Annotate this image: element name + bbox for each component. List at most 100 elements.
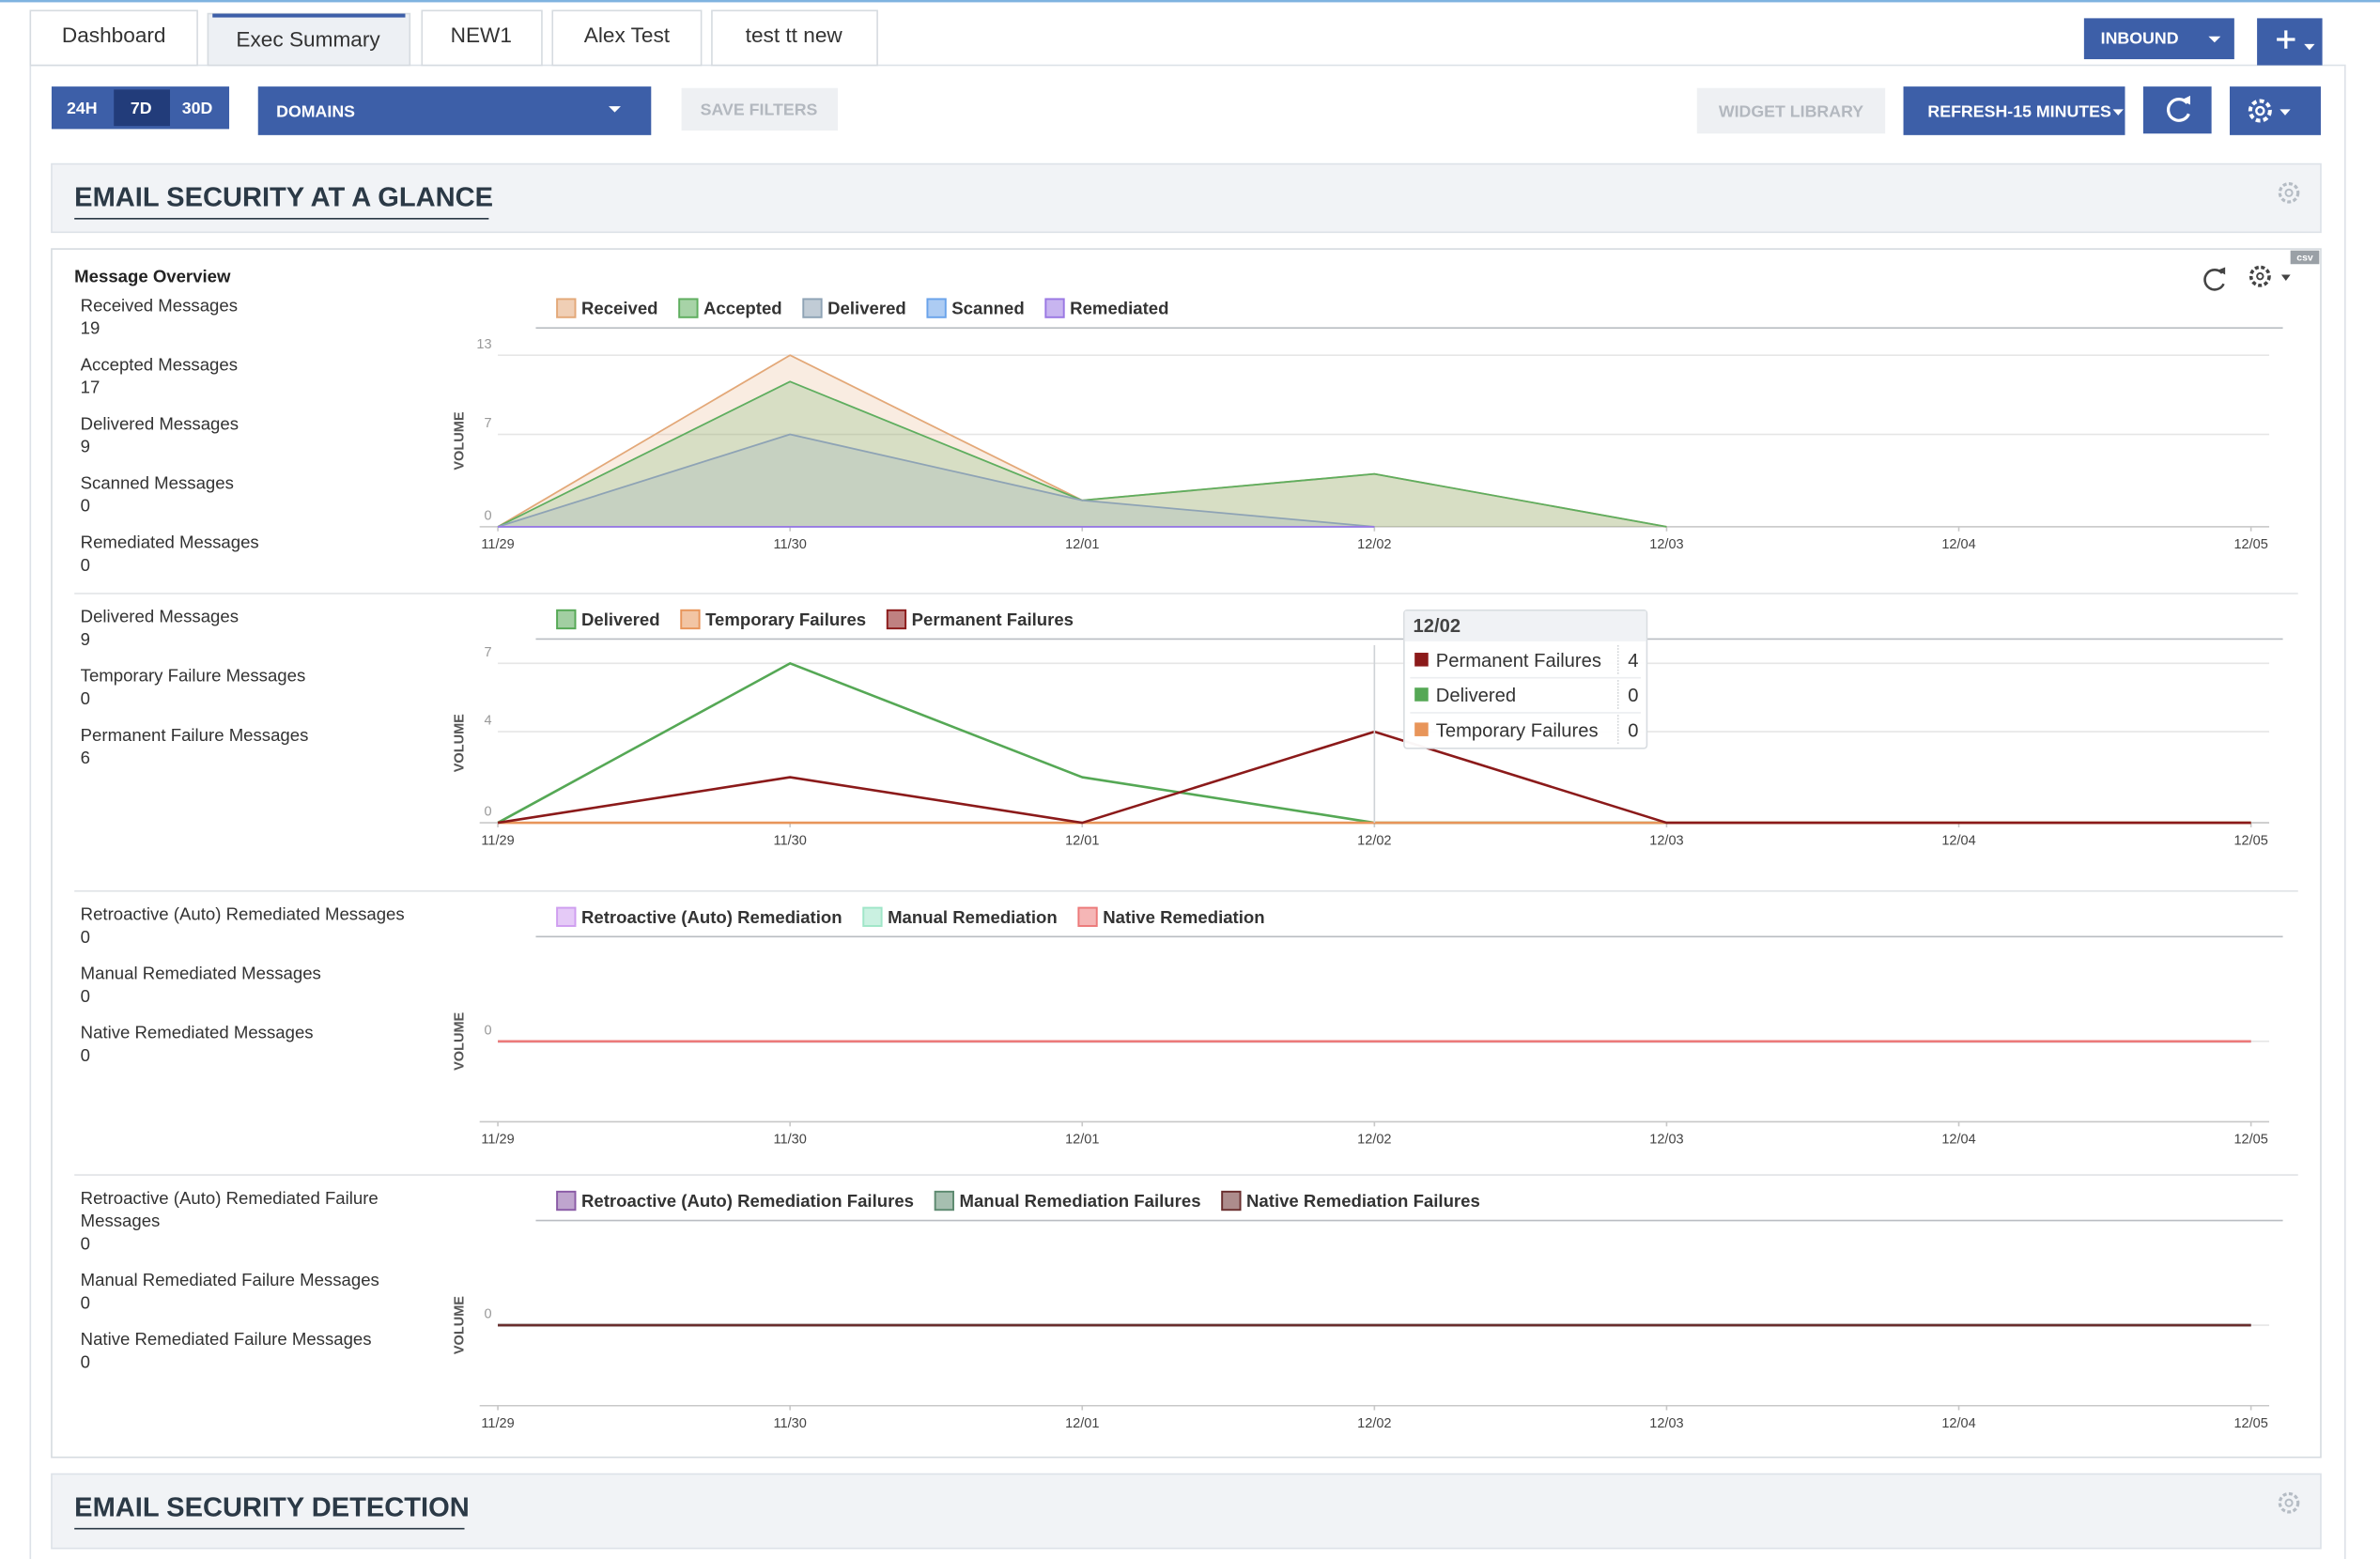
x-tick-label: 11/29 xyxy=(481,833,514,848)
stat-item: Manual Remediated Failure Messages 0 xyxy=(81,1271,445,1316)
stats-list: Retroactive (Auto) Remediated Messages 0 M… xyxy=(81,904,445,1069)
tab-label[interactable]: NEW1 xyxy=(451,23,512,47)
x-tick-label: 12/04 xyxy=(1941,1416,1975,1431)
domains-dropdown[interactable] xyxy=(257,86,652,135)
caret xyxy=(2208,36,2221,43)
section-header xyxy=(51,162,2322,234)
stat-item: Temporary Failure Messages 0 xyxy=(81,667,445,712)
legend-label: Delivered xyxy=(827,299,906,318)
legend-swatch xyxy=(680,609,701,630)
legend-label: Remediated xyxy=(1070,299,1168,318)
legend-swatch xyxy=(556,609,577,630)
stat-item: Manual Remediated Messages 0 xyxy=(81,964,445,1009)
tooltip-swatch xyxy=(1414,687,1429,702)
tab[interactable] xyxy=(711,9,878,67)
stat-item: Permanent Failure Messages 6 xyxy=(81,726,445,771)
caret xyxy=(609,106,621,113)
top-strip xyxy=(0,0,2380,3)
stat-label: Permanent Failure Messages xyxy=(80,727,309,746)
legend-swatch xyxy=(556,298,577,318)
domains-label[interactable]: DOMAINS xyxy=(276,101,355,120)
x-tick-label: 11/30 xyxy=(774,1133,807,1148)
tab-label[interactable]: Alex Test xyxy=(584,23,671,47)
legend-swatch xyxy=(926,298,947,318)
tooltip-title: 12/02 xyxy=(1414,616,1461,637)
tooltip-value: 4 xyxy=(1628,651,1638,671)
refresh-interval-button[interactable] xyxy=(1903,86,2125,135)
legend-swatch xyxy=(1077,906,1098,927)
section-title: EMAIL SECURITY AT A GLANCE xyxy=(74,182,493,212)
widget-refresh[interactable] xyxy=(2203,269,2225,291)
range-button[interactable]: 30D xyxy=(182,99,213,117)
y-axis-label: VOLUME xyxy=(453,714,468,772)
gear-icon xyxy=(2248,99,2272,123)
inbound-label[interactable]: INBOUND xyxy=(2101,29,2179,48)
y-tick-label: 0 xyxy=(485,508,492,523)
legend-swatch xyxy=(1221,1190,1242,1212)
gear-hub xyxy=(2284,188,2294,197)
inbound-button[interactable] xyxy=(2083,18,2234,60)
save-filters-label[interactable]: SAVE FILTERS xyxy=(701,100,818,119)
widget-gear[interactable] xyxy=(2249,265,2271,287)
tab[interactable] xyxy=(551,9,703,67)
y-axis-label: VOLUME xyxy=(453,1011,468,1070)
refresh-interval-label[interactable]: REFRESH-15 MINUTES xyxy=(1927,101,2111,120)
tooltip-header xyxy=(1404,610,1646,641)
legend-label: Scanned xyxy=(951,299,1024,318)
csv-label[interactable]: csv xyxy=(2296,253,2313,264)
stat-value: 0 xyxy=(80,929,91,948)
add-button[interactable] xyxy=(2257,18,2323,66)
tooltip-series: Delivered xyxy=(1436,686,1516,706)
legend-label: Native Remediation xyxy=(1103,907,1264,927)
stat-label: Delivered Messages xyxy=(80,415,240,435)
y-tick-label: 4 xyxy=(485,714,492,729)
tab-active[interactable] xyxy=(207,12,411,67)
range-button[interactable]: 7D xyxy=(131,99,152,117)
refresh-button[interactable] xyxy=(2142,86,2212,134)
tab-label[interactable]: Exec Summary xyxy=(236,28,380,52)
x-tick-label: 12/01 xyxy=(1065,1416,1099,1431)
stats-list: Retroactive (Auto) Remediated Failure Me… xyxy=(81,1189,445,1376)
stat-item: Remediated Messages 0 xyxy=(81,533,445,577)
x-tick-label: 12/01 xyxy=(1065,1133,1099,1148)
stat-label: Temporary Failure Messages xyxy=(80,668,306,687)
widget-library-button[interactable] xyxy=(1696,87,1886,134)
tooltip-swatch xyxy=(1414,653,1429,667)
legend-swatch xyxy=(802,298,823,318)
tooltip-value: 0 xyxy=(1628,720,1638,741)
section-header xyxy=(51,1473,2322,1550)
tab-label[interactable]: Dashboard xyxy=(62,23,166,47)
refresh-arrow xyxy=(2218,267,2226,275)
legend-label: Permanent Failures xyxy=(912,610,1074,629)
stat-value: 0 xyxy=(80,557,91,576)
stats-column: Received Messages 19 Accepted Messages 17 De… xyxy=(81,296,445,577)
stat-item: Retroactive (Auto) Remediated Messages 0 xyxy=(81,904,445,949)
save-filters-button[interactable] xyxy=(681,87,839,131)
section-title: EMAIL SECURITY DETECTION xyxy=(74,1492,470,1522)
tab[interactable] xyxy=(29,9,198,67)
tooltip-swatch xyxy=(1414,722,1429,736)
csv-badge[interactable] xyxy=(2290,250,2320,265)
settings-button[interactable] xyxy=(2230,86,2321,135)
stat-value: 0 xyxy=(80,1047,91,1066)
stat-label: Scanned Messages xyxy=(80,474,234,494)
tab[interactable] xyxy=(421,9,543,67)
legend-swatch xyxy=(862,906,883,927)
x-tick-label: 12/05 xyxy=(2233,1416,2267,1431)
range-button[interactable]: 24H xyxy=(67,99,98,117)
section-gear[interactable] xyxy=(2278,1491,2300,1514)
stats-list: Received Messages 19 Accepted Messages 17 De… xyxy=(81,296,445,577)
tab-label[interactable]: test tt new xyxy=(746,23,843,47)
legend-label: Received xyxy=(581,299,658,318)
widget-library-label[interactable]: WIDGET LIBRARY xyxy=(1719,101,1863,120)
section-gear[interactable] xyxy=(2278,181,2300,204)
stat-value: 0 xyxy=(80,690,91,709)
stat-label: Accepted Messages xyxy=(80,356,239,376)
gear-hub xyxy=(2255,105,2265,116)
stat-label: Native Remediated Failure Messages xyxy=(80,1331,372,1350)
y-tick-label: 7 xyxy=(485,645,492,660)
stat-item: Received Messages 19 xyxy=(81,296,445,341)
